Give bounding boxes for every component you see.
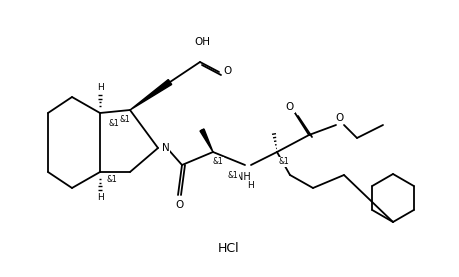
Text: NH: NH [235, 172, 250, 182]
Text: &1: &1 [279, 158, 289, 166]
Text: &1: &1 [106, 176, 118, 184]
Text: O: O [223, 66, 231, 76]
Text: O: O [175, 200, 183, 210]
Polygon shape [130, 79, 172, 110]
Text: OH: OH [194, 37, 210, 47]
Text: N: N [162, 143, 170, 153]
Text: H: H [97, 194, 103, 202]
Polygon shape [200, 129, 213, 152]
Text: &1: &1 [213, 158, 224, 166]
Text: &1: &1 [120, 116, 130, 124]
Text: H: H [97, 83, 103, 91]
Text: &1: &1 [228, 171, 238, 179]
Text: O: O [336, 113, 344, 123]
Text: H: H [247, 181, 254, 189]
Text: HCl: HCl [218, 242, 240, 255]
Text: O: O [286, 102, 294, 112]
Text: &1: &1 [109, 119, 119, 127]
